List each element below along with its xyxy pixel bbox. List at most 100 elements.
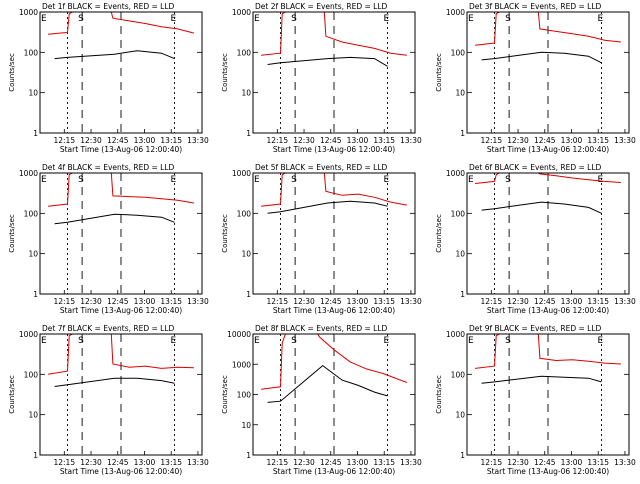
chart-panel-5: Det 5f BLACK = Events, RED = LLD E S E 1 10 10… [221, 163, 422, 315]
y-tick-label: 1000 [19, 8, 38, 17]
x-tick-label: 12:30 [293, 458, 315, 467]
x-axis-label: Start Time (13-Aug-06 12:00:40) [487, 467, 609, 476]
x-tick-label: 12:30 [80, 136, 102, 145]
chart-title: Det 8f BLACK = Events, RED = LLD [255, 324, 388, 333]
y-tick-label: 100 [237, 209, 252, 218]
x-tick-label: 12:45 [107, 458, 129, 467]
y-tick-label: 10 [241, 89, 251, 98]
y-tick-label: 100 [451, 48, 466, 57]
marker-label-s: S [505, 14, 511, 24]
chart-panel-6: Det 6f BLACK = Events, RED = LLD E S E 1 10 10… [435, 163, 636, 315]
x-tick-label: 13:00 [347, 297, 369, 306]
marker-label-e-left: E [254, 175, 260, 185]
chart-panel-2: Det 2f BLACK = Events, RED = LLD E S E 1 10 10… [221, 2, 422, 154]
y-tick-label: 1000 [446, 330, 465, 339]
y-tick-label: 1 [246, 451, 251, 460]
x-axis-label: Start Time (13-Aug-06 12:00:40) [273, 306, 395, 315]
chart-title: Det 1f BLACK = Events, RED = LLD [42, 2, 175, 11]
x-tick-label: 13:00 [561, 297, 583, 306]
x-tick-label: 12:30 [293, 297, 315, 306]
y-tick-label: 10000 [227, 330, 251, 339]
marker-label-e-right: E [597, 175, 603, 185]
x-tick-label: 13:15 [373, 458, 395, 467]
series-lld-line [261, 12, 407, 56]
series-events-line [481, 51, 602, 64]
marker-label-e-left: E [41, 14, 47, 24]
x-tick-label: 12:15 [53, 458, 75, 467]
marker-label-e-right: E [597, 14, 603, 24]
x-tick-label: 12:15 [266, 458, 288, 467]
marker-label-e-left: E [41, 175, 47, 185]
chart-panel-7: Det 7f BLACK = Events, RED = LLD E S E 1 10 10… [8, 324, 209, 476]
chart-title: Det 4f BLACK = Events, RED = LLD [42, 163, 175, 172]
marker-label-e-left: E [468, 336, 474, 346]
y-tick-label: 1000 [19, 330, 38, 339]
x-axis-label: Start Time (13-Aug-06 12:00:40) [487, 145, 609, 154]
y-axis-label: Counts/sec [435, 53, 443, 92]
x-tick-label: 12:45 [320, 136, 342, 145]
x-tick-label: 13:15 [160, 297, 182, 306]
y-tick-label: 10 [28, 411, 38, 420]
y-tick-label: 10 [241, 421, 251, 430]
marker-label-e-left: E [254, 14, 260, 24]
chart-panel-1: Det 1f BLACK = Events, RED = LLD E S E 1 10 10… [8, 2, 209, 154]
x-tick-label: 13:30 [614, 136, 636, 145]
y-tick-label: 10 [455, 89, 465, 98]
marker-label-e-left: E [254, 336, 260, 346]
x-tick-label: 12:15 [53, 297, 75, 306]
x-tick-label: 13:30 [187, 297, 209, 306]
y-tick-label: 1 [460, 129, 465, 138]
marker-label-s: S [291, 14, 297, 24]
marker-label-s: S [78, 336, 84, 346]
y-axis-label: Counts/sec [435, 214, 443, 253]
chart-title: Det 6f BLACK = Events, RED = LLD [469, 163, 602, 172]
series-events-line [267, 56, 388, 67]
y-tick-label: 1 [246, 129, 251, 138]
x-tick-label: 12:15 [53, 136, 75, 145]
plot-frame [39, 11, 203, 134]
y-tick-label: 100 [237, 391, 252, 400]
x-tick-label: 13:30 [614, 297, 636, 306]
plot-frame [39, 172, 203, 295]
series-events-line [267, 200, 388, 214]
x-axis-label: Start Time (13-Aug-06 12:00:40) [487, 306, 609, 315]
x-tick-label: 12:15 [480, 136, 502, 145]
x-axis-label: Start Time (13-Aug-06 12:00:40) [273, 145, 395, 154]
y-axis-label: Counts/sec [435, 375, 443, 414]
x-tick-label: 12:45 [107, 297, 129, 306]
y-tick-label: 1 [246, 290, 251, 299]
y-tick-label: 100 [451, 209, 466, 218]
marker-label-s: S [291, 336, 297, 346]
plot-frame [252, 11, 416, 134]
x-tick-label: 13:15 [587, 136, 609, 145]
x-tick-label: 12:15 [480, 297, 502, 306]
plot-frame [466, 172, 630, 295]
y-tick-label: 100 [24, 48, 39, 57]
x-tick-label: 13:00 [134, 458, 156, 467]
chart-panel-8: Det 8f BLACK = Events, RED = LLD E S E 1 10 10… [221, 324, 422, 476]
x-tick-label: 12:30 [507, 136, 529, 145]
marker-label-s: S [505, 336, 511, 346]
marker-label-s: S [78, 14, 84, 24]
chart-panel-9: Det 9f BLACK = Events, RED = LLD E S E 1 10 10… [435, 324, 636, 476]
x-tick-label: 12:45 [320, 458, 342, 467]
x-tick-label: 13:00 [134, 136, 156, 145]
x-tick-label: 13:00 [561, 458, 583, 467]
x-tick-label: 13:00 [561, 136, 583, 145]
y-tick-label: 10 [455, 250, 465, 259]
x-tick-label: 13:15 [160, 136, 182, 145]
series-lld-line [261, 334, 408, 390]
x-tick-label: 12:45 [534, 136, 556, 145]
y-tick-label: 1 [33, 451, 38, 460]
x-tick-label: 13:30 [614, 458, 636, 467]
y-tick-label: 100 [237, 48, 252, 57]
series-lld-line [48, 173, 194, 207]
y-tick-label: 10 [241, 250, 251, 259]
marker-label-s: S [505, 175, 511, 185]
series-lld-line [475, 173, 621, 184]
chart-title: Det 5f BLACK = Events, RED = LLD [255, 163, 388, 172]
x-tick-label: 13:30 [187, 136, 209, 145]
x-axis-label: Start Time (13-Aug-06 12:00:40) [60, 306, 182, 315]
